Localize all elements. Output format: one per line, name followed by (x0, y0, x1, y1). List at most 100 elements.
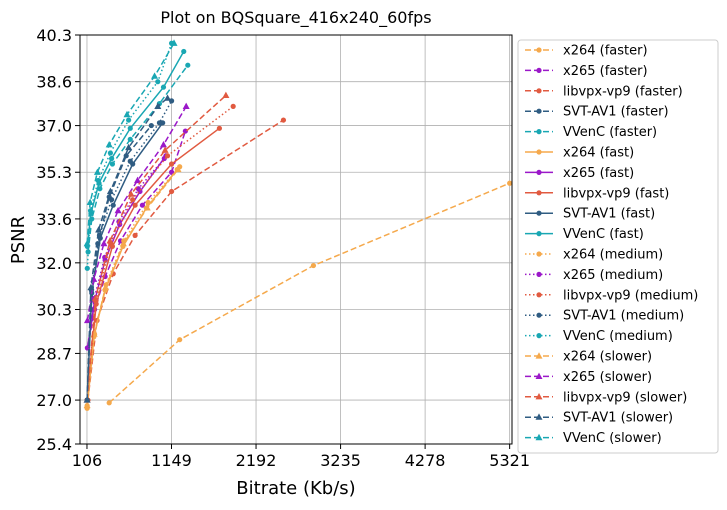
data-point (143, 204, 151, 211)
data-point (95, 226, 103, 233)
legend-item: VVenC (faster) (525, 125, 657, 140)
data-point (161, 146, 169, 153)
data-point (177, 337, 183, 343)
legend-box (517, 39, 719, 454)
legend-item: libvpx-vp9 (faster) (525, 84, 683, 99)
series-vvenc-medium (84, 40, 175, 271)
series-x264-faster (106, 180, 513, 406)
data-point (151, 72, 159, 79)
legend-item: VVenC (slower) (525, 431, 662, 446)
x-tick-label: 3235 (320, 451, 361, 470)
legend-swatch-marker (535, 413, 543, 420)
series-line (86, 169, 179, 406)
data-point (123, 110, 131, 118)
data-point (164, 153, 171, 159)
x-tick-label: 4278 (405, 451, 446, 470)
y-tick-label: 37.0 (36, 117, 72, 136)
legend-item: x265 (faster) (525, 64, 648, 79)
x-tick-label: 1149 (151, 451, 192, 470)
chart-title: Plot on BQSquare_416x240_60fps (160, 8, 431, 28)
data-point (106, 237, 114, 244)
data-point (174, 165, 182, 173)
data-point (160, 84, 167, 90)
data-point (222, 91, 230, 98)
y-tick-label: 30.3 (36, 300, 72, 319)
data-point (126, 117, 132, 123)
data-point (87, 283, 95, 291)
data-point (83, 316, 91, 324)
data-point (83, 396, 91, 403)
legend-swatch-marker (536, 47, 542, 53)
data-point (139, 202, 146, 208)
x-axis-label: Bitrate (Kb/s) (236, 478, 355, 499)
legend-label: x265 (faster) (563, 64, 648, 79)
legend-swatch-marker (536, 67, 542, 73)
legend: x264 (faster) x265 (faster) libvpx-vp9 (fa… (517, 39, 719, 454)
legend-label: x264 (medium) (563, 248, 663, 263)
data-point (109, 155, 115, 162)
legend-swatch-marker (535, 433, 543, 441)
x-tick-label: 5321 (489, 451, 530, 470)
data-point (114, 206, 122, 214)
data-point (280, 117, 287, 123)
legend-swatch-marker (536, 292, 542, 298)
legend-item: x265 (slower) (525, 370, 652, 385)
y-tick-label: 27.0 (36, 391, 72, 410)
data-point (168, 188, 175, 195)
legend-item: libvpx-vp9 (fast) (525, 186, 669, 201)
data-point (216, 125, 223, 131)
data-point (84, 265, 90, 271)
series-line (86, 94, 227, 401)
series-vvenc-faster (85, 62, 191, 255)
data-point (119, 239, 127, 247)
series-line (86, 105, 234, 401)
data-point (145, 199, 151, 206)
legend-item: SVT-AV1 (faster) (525, 105, 669, 120)
legend-swatch-marker (536, 108, 542, 114)
data-point (127, 125, 133, 131)
data-point (230, 103, 236, 109)
legend-swatch-marker (536, 129, 542, 135)
legend-item: VVenC (medium) (525, 329, 673, 344)
legend-swatch-marker (536, 210, 542, 216)
data-point (148, 122, 154, 129)
series-x265-slower (83, 102, 190, 324)
legend-label: VVenC (fast) (563, 227, 644, 242)
data-point (105, 140, 113, 148)
legend-item: SVT-AV1 (medium) (525, 309, 684, 324)
legend-item: x264 (slower) (525, 350, 652, 365)
legend-label: VVenC (faster) (563, 125, 657, 140)
data-point (93, 168, 101, 175)
y-tick-label: 35.3 (36, 163, 72, 182)
legend-label: x265 (slower) (563, 370, 652, 385)
data-point (164, 94, 172, 101)
data-point (100, 239, 108, 247)
data-point (83, 401, 91, 409)
legend-swatch-marker (536, 231, 542, 237)
legend-swatch-marker (535, 352, 543, 359)
data-point (127, 158, 133, 164)
data-point (132, 202, 138, 208)
legend-label: SVT-AV1 (fast) (563, 207, 655, 222)
data-point (110, 202, 116, 208)
data-point (155, 79, 161, 85)
legend-swatch-marker (536, 251, 542, 257)
legend-label: SVT-AV1 (medium) (563, 309, 684, 324)
legend-item: x264 (medium) (525, 248, 663, 263)
legend-item: VVenC (fast) (525, 227, 644, 242)
legend-label: libvpx-vp9 (fast) (563, 186, 669, 201)
data-point (106, 400, 112, 406)
data-point (185, 62, 191, 68)
series-line (108, 182, 510, 404)
x-tick-label: 106 (72, 451, 103, 470)
legend-label: x265 (medium) (563, 268, 663, 283)
legend-swatch-marker (535, 372, 543, 379)
data-point (168, 161, 175, 167)
series-line (86, 122, 164, 401)
series-svt-av1-slower (83, 94, 172, 403)
legend-swatch-marker (536, 333, 542, 339)
data-point (154, 102, 162, 109)
legend-label: SVT-AV1 (faster) (563, 105, 669, 120)
